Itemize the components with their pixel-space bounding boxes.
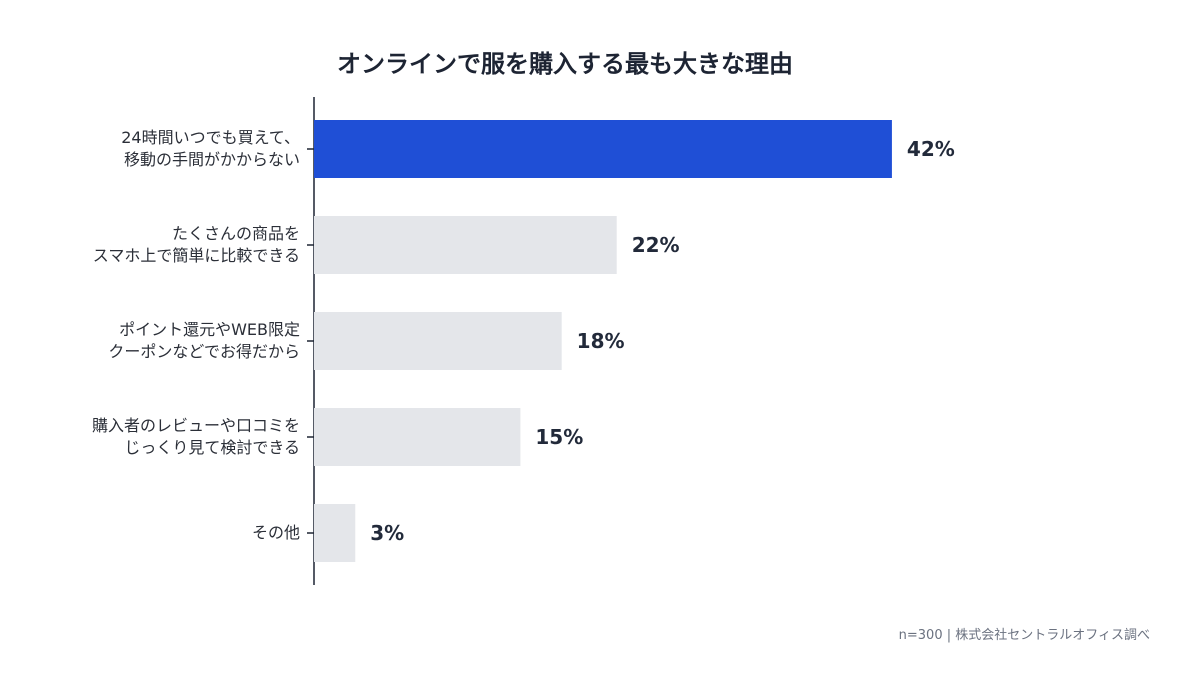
- y-tick-label: ポイント還元やWEB限定 クーポンなどでお得だから: [108, 320, 300, 361]
- bar: [314, 312, 562, 370]
- y-tick-label: たくさんの商品を スマホ上で簡単に比較できる: [92, 224, 300, 265]
- bar: [314, 216, 617, 274]
- bar: [314, 504, 356, 562]
- source-note: n=300 | 株式会社セントラルオフィス調べ: [898, 628, 1150, 643]
- value-label: 15%: [535, 425, 584, 449]
- y-tick-label: 購入者のレビューや口コミを じっくり見て検討できる: [91, 416, 300, 457]
- chart-title: オンラインで服を購入する最も大きな理由: [337, 50, 793, 78]
- bar: [314, 408, 521, 466]
- y-tick-label: 24時間いつでも買えて、 移動の手間がかからない: [121, 128, 300, 169]
- y-tick-label: その他: [251, 523, 300, 542]
- value-label: 22%: [631, 233, 680, 257]
- bar: [314, 120, 892, 178]
- value-label: 42%: [906, 137, 955, 161]
- value-label: 18%: [576, 329, 625, 353]
- value-label: 3%: [370, 521, 405, 545]
